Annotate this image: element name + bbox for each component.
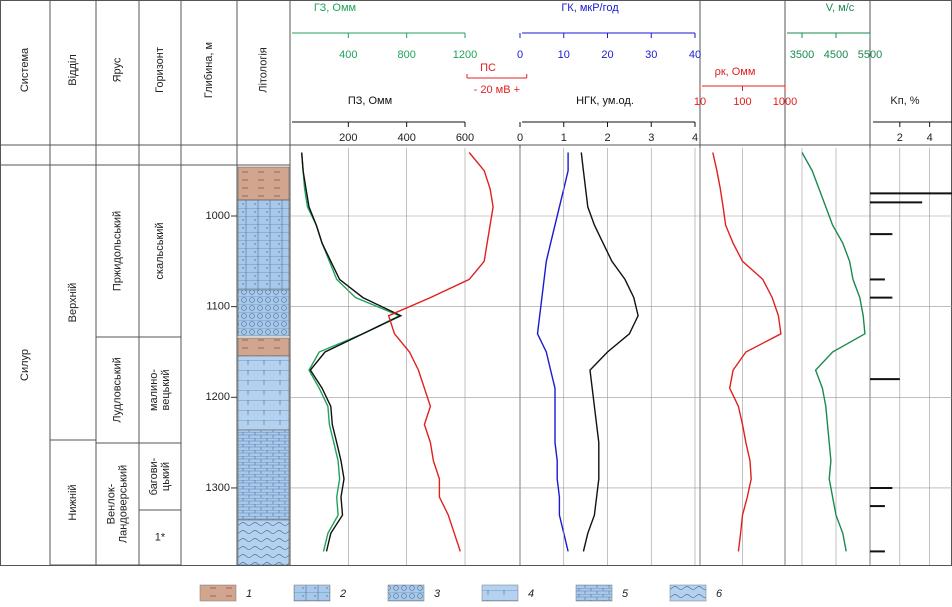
track-title: ГК, мкР/год [561, 2, 619, 14]
legend-label: 4 [528, 588, 534, 600]
log-curve [802, 153, 865, 552]
legend-label: 2 [339, 588, 346, 600]
stratigraphy-label: 1* [155, 531, 166, 543]
lithology-layer [238, 200, 289, 290]
x-tick-label: 0 [517, 49, 523, 61]
legend-swatch [576, 585, 612, 601]
log-curve [389, 153, 494, 552]
well-log-figure: Система Відділ Ярус Горизонт Глибина, м Літол… [0, 0, 952, 607]
legend-label: 1 [246, 588, 252, 600]
stratigraphy-label: Силур [19, 349, 31, 381]
legend-label: 6 [716, 588, 723, 600]
x-tick-label: 10 [694, 96, 706, 108]
column-header: Відділ [67, 54, 79, 85]
legend-swatch [200, 585, 236, 601]
stratigraphy-label: Верхній [67, 283, 79, 323]
x-tick-label: 100 [733, 96, 751, 108]
column-header: Літологія [257, 47, 269, 93]
stratigraphy-label: малино-вецький [148, 369, 172, 411]
x-tick-label: 1 [561, 132, 567, 144]
lithology-layer [238, 520, 289, 565]
lithology-layer [238, 430, 289, 520]
track-title: Kп, % [890, 95, 919, 107]
stratigraphy-label: Лудловський [111, 357, 123, 423]
log-curve [581, 153, 638, 552]
lithology-layer [238, 290, 289, 336]
log-curve [302, 153, 400, 552]
x-tick-label: 4 [692, 132, 698, 144]
x-tick-label: 40 [689, 49, 701, 61]
x-tick-label: 4500 [824, 49, 848, 61]
x-tick-label: 200 [339, 132, 357, 144]
column-header: Ярус [111, 57, 123, 82]
x-tick-label: 2 [604, 132, 610, 144]
depth-tick-label: 1000 [206, 210, 230, 222]
scale-label: - 20 мВ + [474, 84, 520, 96]
track-title: ГЗ, Омм [314, 2, 356, 14]
x-tick-label: 800 [397, 49, 415, 61]
stratigraphy-label: багови-цький [148, 457, 172, 495]
legend-label: 5 [622, 588, 629, 600]
x-tick-label: 400 [397, 132, 415, 144]
depth-tick-label: 1100 [206, 301, 230, 313]
column-header: Система [19, 47, 31, 92]
x-tick-label: 10 [558, 49, 570, 61]
x-tick-label: 5500 [858, 49, 882, 61]
stratigraphy-label: скальський [154, 222, 166, 279]
legend-label: 3 [434, 588, 441, 600]
x-tick-label: 1000 [773, 96, 797, 108]
legend-swatch [294, 585, 330, 601]
x-tick-label: 3500 [790, 49, 814, 61]
lithology-layer [238, 356, 289, 430]
track-title: V, м/с [826, 2, 855, 14]
legend-swatch [388, 585, 424, 601]
stratigraphy-label: Нижній [67, 484, 79, 520]
x-tick-label: 600 [456, 132, 474, 144]
x-tick-label: 0 [517, 132, 523, 144]
stratigraphy-label: Венлок-Ландоверський [105, 465, 129, 543]
legend-swatch [482, 585, 518, 601]
lithology-layer [238, 338, 289, 356]
x-tick-label: 20 [601, 49, 613, 61]
track-title: ПЗ, Омм [348, 95, 392, 107]
log-curve [713, 153, 781, 552]
depth-tick-label: 1300 [206, 482, 230, 494]
log-curve [302, 153, 401, 552]
legend-swatch [670, 585, 706, 601]
column-header: Горизонт [154, 47, 166, 93]
x-tick-label: 3 [648, 132, 654, 144]
track-title: НГК, ум.од. [576, 95, 634, 107]
depth-tick-label: 1200 [206, 391, 230, 403]
column-header: Глибина, м [203, 42, 215, 98]
x-tick-label: 4 [927, 132, 933, 144]
track-title: ρк, Омм [715, 66, 756, 78]
x-tick-label: 2 [897, 132, 903, 144]
x-tick-label: 30 [645, 49, 657, 61]
track-title: ПС [480, 62, 496, 74]
stratigraphy-label: Пржидольський [111, 211, 123, 291]
lithology-layer [238, 167, 289, 200]
x-tick-label: 1200 [453, 49, 477, 61]
x-tick-label: 400 [339, 49, 357, 61]
